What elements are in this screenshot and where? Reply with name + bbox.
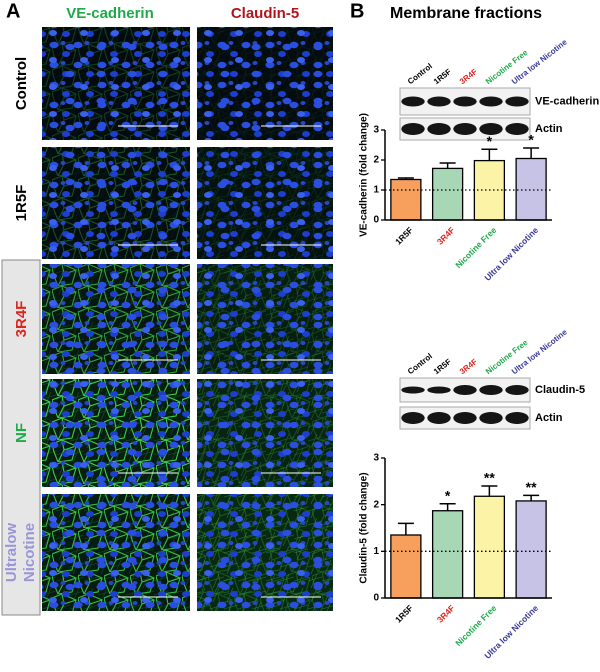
x-tick-label: 3R4F [435,603,457,625]
panel-title: Membrane fractions [390,5,542,22]
blot-band [505,412,529,424]
bar [473,495,506,599]
micrograph-nuclei [42,379,190,487]
micrograph-nuclei [197,264,333,374]
significance: * [528,132,534,148]
band-label: Claudin-5 [535,384,585,396]
x-tick-label: 1R5F [393,603,415,625]
lane-label: Control [406,62,434,87]
x-tick-label: Nicotine Free [453,225,498,270]
x-tick-label: 3R4F [435,225,457,247]
blot-band [427,123,451,135]
micrograph-nuclei [197,27,333,140]
significance: * [445,487,451,503]
bar [431,167,464,221]
bar [515,500,547,599]
y-tick-label: 0 [373,215,379,226]
blot-band [427,96,451,107]
y-axis-label: Claudin-5 (fold change) [359,472,370,583]
lane-label: 1R5F [432,67,453,86]
significance: ** [484,470,495,486]
y-tick-label: 3 [373,453,379,464]
row-label: Ultralow [3,523,20,583]
x-tick-label: Nicotine Free [453,603,498,648]
micrograph-nuclei [42,494,190,611]
micrograph-nuclei [197,494,333,611]
lane-label: 3R4F [458,357,479,376]
row-label: NF [13,423,30,443]
lane-label: Control [406,352,434,377]
bar [515,157,547,221]
bar [390,178,422,221]
blot-band [505,123,529,135]
y-tick-label: 2 [373,499,379,510]
x-tick-label: 1R5F [393,225,415,247]
row-label: Control [13,57,30,110]
blot-band [401,123,425,135]
significance: * [487,133,493,149]
blot-band [427,412,451,424]
blot-band [401,386,425,394]
row-label: 1R5F [13,185,30,222]
blot-band [453,96,477,107]
micrograph-nuclei [197,147,333,259]
y-tick-label: 2 [373,155,379,166]
significance: ** [526,479,537,495]
blot-band [479,96,503,107]
band-label: Actin [535,123,563,135]
lane-label: 3R4F [458,67,479,86]
band-label: VE-cadherin [535,95,599,107]
blot-band [479,123,503,135]
blot-band [479,385,503,395]
blot-band [479,412,503,424]
blot-band [505,385,529,395]
bar [431,510,464,599]
blot-band [401,96,425,107]
row-label: Nicotine [21,523,38,582]
blot-band [505,96,529,107]
panel-label: A [6,0,20,22]
y-axis-label: VE-cadherin (fold change) [359,113,370,237]
blot-band [401,412,425,424]
panel-label: B [350,0,364,22]
micrograph-nuclei [42,147,190,259]
column-header: Claudin-5 [231,5,299,22]
y-tick-label: 0 [373,593,379,604]
blot-band [453,412,477,424]
micrograph-nuclei [197,379,333,487]
row-label: 3R4F [13,301,30,338]
lane-label: Nicotine Free [484,338,530,377]
column-header: VE-cadherin [66,5,154,22]
bar [390,534,422,599]
y-tick-label: 3 [373,125,379,136]
lane-label: Nicotine Free [484,48,530,87]
blot-band [453,123,477,135]
lane-label: 1R5F [432,357,453,376]
band-label: Actin [535,412,563,424]
y-tick-label: 1 [373,185,379,196]
y-tick-label: 1 [373,546,379,557]
blot-band [427,386,451,394]
micrograph-nuclei [42,27,190,140]
micrograph-nuclei [42,264,190,374]
group-box [1,259,41,616]
blot-band [453,385,477,395]
